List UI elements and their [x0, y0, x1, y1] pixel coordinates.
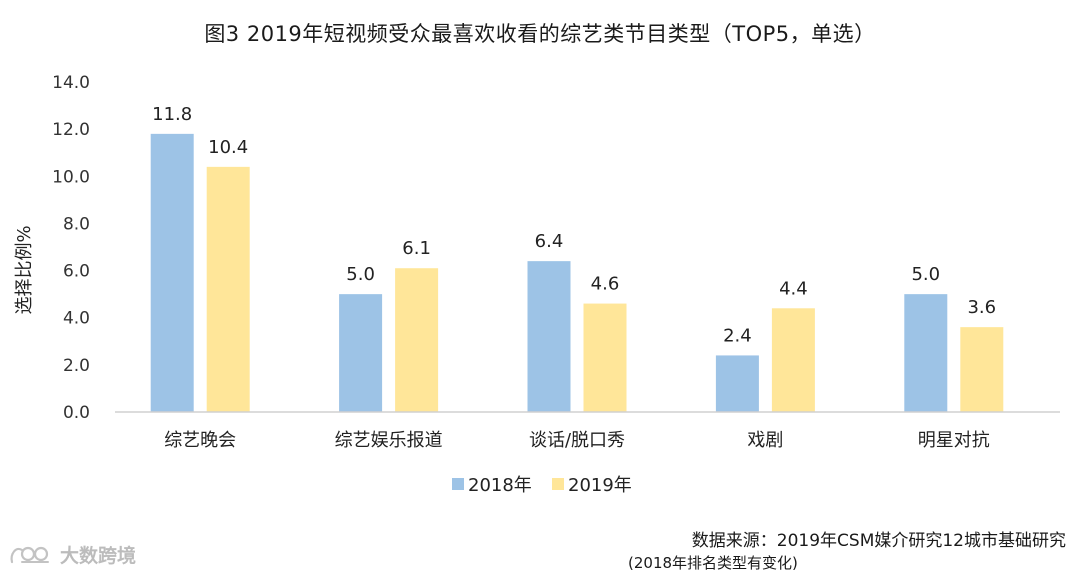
- x-category-label: 综艺晚会: [164, 430, 236, 451]
- x-category-label: 综艺娱乐报道: [335, 430, 443, 451]
- legend-label: 2018年: [468, 475, 532, 496]
- source-note: 数据来源：2019年CSM媒介研究12城市基础研究: [691, 531, 1066, 551]
- bars: [150, 133, 1004, 412]
- data-label: 4.4: [779, 278, 808, 299]
- legend-label: 2019年: [568, 475, 632, 496]
- x-axis-categories: 综艺晚会 综艺娱乐报道 谈话/脱口秀 戏剧 明星对抗: [164, 430, 990, 451]
- data-label: 4.6: [591, 274, 620, 295]
- bar: [960, 327, 1004, 412]
- bar: [395, 268, 439, 412]
- chart-title: 图3 2019年短视频受众最喜欢收看的综艺类节目类型（TOP5，单选）: [204, 22, 876, 46]
- legend-swatch: [552, 478, 564, 490]
- data-label: 11.8: [152, 104, 192, 125]
- source-footnote: (2018年排名类型有变化): [628, 554, 798, 572]
- data-label: 5.0: [911, 264, 940, 285]
- y-axis-ticks: 0.0 2.0 4.0 6.0 8.0 10.0 12.0 14.0: [52, 73, 90, 423]
- y-tick-label: 4.0: [63, 309, 90, 329]
- y-tick-label: 0.0: [63, 403, 90, 423]
- bar: [904, 294, 948, 412]
- y-tick-label: 10.0: [52, 167, 90, 187]
- y-tick-label: 2.0: [63, 356, 90, 376]
- y-tick-label: 12.0: [52, 120, 90, 140]
- bar: [715, 355, 759, 412]
- bar: [206, 166, 250, 412]
- data-label: 10.4: [208, 137, 248, 158]
- x-category-label: 明星对抗: [918, 430, 990, 451]
- legend: 2018年 2019年: [452, 475, 632, 496]
- bar: [150, 133, 194, 412]
- y-tick-label: 6.0: [63, 262, 90, 282]
- data-labels: 11.8 10.4 5.0 6.1 6.4 4.6 2.4 4.4 5.0 3.6: [152, 104, 996, 347]
- bar: [771, 308, 815, 412]
- y-axis-label: 选择比例%: [14, 225, 35, 314]
- data-label: 3.6: [967, 297, 996, 318]
- x-category-label: 谈话/脱口秀: [529, 430, 625, 451]
- bar: [527, 261, 571, 412]
- logo-icon: [10, 546, 49, 563]
- data-label: 2.4: [723, 325, 752, 346]
- data-label: 5.0: [346, 264, 375, 285]
- data-label: 6.4: [535, 231, 564, 252]
- watermark-text: 大数跨境: [60, 545, 137, 567]
- bar: [339, 294, 383, 412]
- legend-swatch: [452, 478, 464, 490]
- bar: [583, 303, 627, 412]
- data-label: 6.1: [402, 238, 431, 259]
- y-tick-label: 8.0: [63, 214, 90, 234]
- x-category-label: 戏剧: [747, 430, 783, 451]
- watermark: 大数跨境: [8, 541, 136, 568]
- y-tick-label: 14.0: [52, 73, 90, 93]
